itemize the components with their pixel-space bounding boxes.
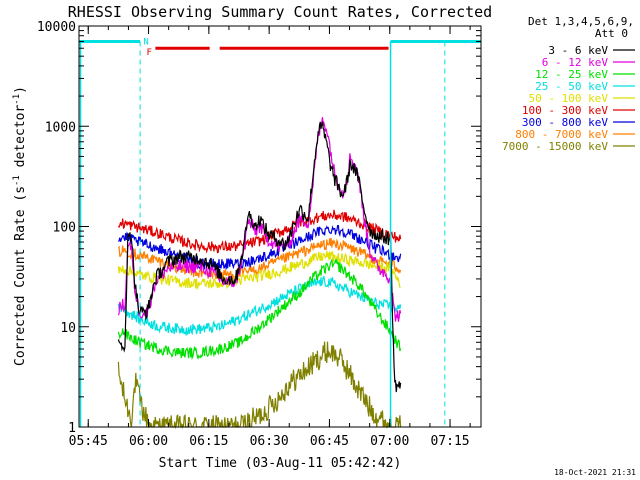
y-axis-label-sup1: -1 <box>12 175 22 186</box>
legend-header-line2: Att 0 <box>595 27 628 40</box>
x-tick-label-7: 07:15 <box>430 434 469 449</box>
series-line-3 <box>117 257 402 361</box>
series-line-2 <box>117 117 402 322</box>
legend-label-3: 12 - 25 keV <box>535 68 608 81</box>
x-tick-label-5: 06:45 <box>310 434 349 449</box>
y-axis-label-sup2: -1 <box>12 94 22 105</box>
y-tick-label-2: 10 <box>60 321 76 336</box>
x-tick-label-6: 07:00 <box>370 434 409 449</box>
y-tick-label-4: 1000 <box>45 120 76 135</box>
x-tick-label-4: 06:30 <box>250 434 289 449</box>
y-tick-label-1: 1 <box>68 421 76 436</box>
legend-label-6: 100 - 300 keV <box>522 104 608 117</box>
x-axis-label: Start Time (03-Aug-11 05:42:42) <box>159 456 402 471</box>
legend-label-5: 50 - 100 keV <box>529 92 609 105</box>
legend-label-7: 300 - 800 keV <box>522 116 608 129</box>
x-tick-label-2: 06:00 <box>129 434 168 449</box>
x-tick-label-3: 06:15 <box>189 434 228 449</box>
y-axis-label-part2: detector <box>13 105 28 176</box>
series-line-6 <box>117 209 402 254</box>
legend-label-9: 7000 - 15000 keV <box>502 140 608 153</box>
y-tick-label-5: 10000 <box>37 20 76 35</box>
bar-label-f: F <box>147 48 152 58</box>
legend-header-line1: Det 1,3,4,5,6,9, <box>528 15 634 28</box>
series-line-4 <box>117 275 402 337</box>
bar-label-n: N <box>143 38 148 48</box>
legend-label-2: 6 - 12 keV <box>542 56 609 69</box>
y-axis-label: Corrected Count Rate (s-1 detector-1) <box>12 86 28 366</box>
series-line-7 <box>118 224 402 270</box>
x-tick-label-1: 05:45 <box>69 434 108 449</box>
series-line-9 <box>117 341 402 430</box>
series-line-1 <box>117 121 402 393</box>
legend-label-8: 800 - 7000 keV <box>515 128 608 141</box>
plot-layer: NF <box>79 38 481 430</box>
series-line-5 <box>117 251 401 291</box>
chart-title: RHESSI Observing Summary Count Rates, Co… <box>68 3 492 21</box>
axis-layer: 05:45 06:00 06:15 06:30 06:45 07:00 07:15 1 10 10… <box>37 20 481 449</box>
y-axis-label-part3: ) <box>13 86 28 94</box>
legend-label-4: 25 - 50 keV <box>535 80 608 93</box>
datestamp: 18-Oct-2021 21:31 <box>554 468 636 477</box>
y-tick-label-3: 100 <box>53 221 76 236</box>
y-axis-label-part1: Corrected Count Rate (s <box>13 186 28 366</box>
legend-label-1: 3 - 6 keV <box>548 44 608 57</box>
